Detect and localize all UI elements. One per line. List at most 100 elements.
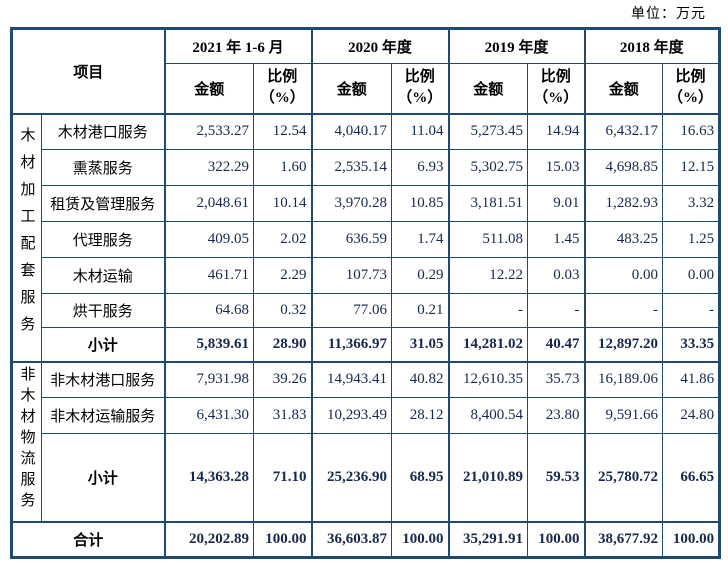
cell-ratio: 9.01 bbox=[527, 185, 586, 222]
cell-amount: 4,040.17 bbox=[310, 112, 393, 150]
header-row-periods: 项目 2021 年 1-6 月 2020 年度 2019 年度 2018 年度 bbox=[10, 28, 721, 114]
cell-ratio: 59.53 bbox=[527, 433, 586, 522]
cell-ratio: 31.83 bbox=[253, 397, 313, 434]
cell-amount: 5,839.61 bbox=[163, 327, 255, 362]
cell-ratio: 23.80 bbox=[527, 397, 586, 434]
cell-ratio: 0.21 bbox=[391, 293, 450, 328]
total-row: 合计 20,202.89 100.00 36,603.87 100.00 35,… bbox=[10, 520, 721, 558]
subtotal-row: 小计 5,839.61 28.90 11,366.97 31.05 14,281… bbox=[12, 327, 721, 362]
header-period-2020: 2020 年度 bbox=[310, 28, 450, 64]
cell-ratio: 1.74 bbox=[391, 221, 450, 258]
header-amount: 金额 bbox=[447, 63, 529, 114]
cell-amount: 1,282.93 bbox=[583, 185, 664, 222]
cell-amount: 25,780.72 bbox=[583, 433, 664, 522]
cell-ratio: 10.14 bbox=[253, 185, 313, 222]
cell-amount: 461.71 bbox=[163, 257, 255, 294]
cell-ratio: 0.29 bbox=[391, 257, 450, 294]
cell-amount: 107.73 bbox=[310, 257, 393, 294]
cell-ratio: 41.86 bbox=[662, 360, 721, 398]
cell-amount: 77.06 bbox=[310, 293, 393, 328]
cell-amount: 2,533.27 bbox=[163, 112, 255, 150]
cell-ratio: 39.26 bbox=[253, 360, 313, 398]
cell-ratio: 100.00 bbox=[253, 520, 313, 558]
cell-amount: 7,931.98 bbox=[163, 360, 255, 398]
cell-amount: - bbox=[447, 293, 529, 328]
cell-ratio: 71.10 bbox=[253, 433, 313, 522]
cell-ratio: - bbox=[662, 293, 721, 328]
cell-amount: 14,281.02 bbox=[447, 327, 529, 362]
cell-ratio: 16.63 bbox=[662, 112, 721, 150]
cell-ratio: 35.73 bbox=[527, 360, 586, 398]
table-row: 代理服务 409.05 2.02 636.59 1.74 511.08 1.45… bbox=[12, 221, 721, 258]
row-label: 租赁及管理服务 bbox=[40, 185, 166, 222]
cell-amount: 8,400.54 bbox=[447, 397, 529, 434]
cell-amount: 14,943.41 bbox=[310, 360, 393, 398]
cell-amount: 20,202.89 bbox=[163, 520, 255, 558]
row-label: 非木材运输服务 bbox=[40, 397, 166, 434]
cell-ratio: 2.29 bbox=[253, 257, 313, 294]
cell-amount: 322.29 bbox=[163, 149, 255, 186]
cell-ratio: 15.03 bbox=[527, 149, 586, 186]
cell-ratio: 0.00 bbox=[662, 257, 721, 294]
cell-amount: 16,189.06 bbox=[583, 360, 664, 398]
cell-amount: 0.00 bbox=[583, 257, 664, 294]
cell-ratio: 2.02 bbox=[253, 221, 313, 258]
unit-label: 单位：万元 bbox=[631, 7, 706, 22]
cell-amount: 35,291.91 bbox=[447, 520, 529, 558]
cell-amount: 12,610.35 bbox=[447, 360, 529, 398]
cell-ratio: 40.47 bbox=[527, 327, 586, 362]
header-period-2018: 2018 年度 bbox=[583, 28, 721, 64]
cell-amount: 14,363.28 bbox=[163, 433, 255, 522]
table-row: 租赁及管理服务 2,048.61 10.14 3,970.28 10.85 3,… bbox=[12, 185, 721, 222]
cell-amount: 4,698.85 bbox=[583, 149, 664, 186]
revenue-breakdown-table: 项目 2021 年 1-6 月 2020 年度 2019 年度 2018 年度 … bbox=[10, 27, 722, 559]
cell-amount: 21,010.89 bbox=[447, 433, 529, 522]
cell-amount: 25,236.90 bbox=[310, 433, 393, 522]
cell-ratio: 10.85 bbox=[391, 185, 450, 222]
cell-ratio: 33.35 bbox=[662, 327, 721, 362]
header-period-2021: 2021 年 1-6 月 bbox=[163, 28, 313, 64]
header-period-2019: 2019 年度 bbox=[447, 28, 586, 64]
cell-ratio: 1.25 bbox=[662, 221, 721, 258]
row-label: 木材港口服务 bbox=[40, 112, 166, 150]
cell-ratio: 100.00 bbox=[662, 520, 721, 558]
cell-amount: 6,431.30 bbox=[163, 397, 255, 434]
row-label: 烘干服务 bbox=[40, 293, 166, 328]
row-label-subtotal: 小计 bbox=[40, 327, 166, 362]
cell-amount: 11,366.97 bbox=[310, 327, 393, 362]
cell-amount: 38,677.92 bbox=[583, 520, 664, 558]
cell-amount: 409.05 bbox=[163, 221, 255, 258]
cell-ratio: 6.93 bbox=[391, 149, 450, 186]
subtotal-row: 小计 14,363.28 71.10 25,236.90 68.95 21,01… bbox=[12, 433, 721, 522]
cell-ratio: 14.94 bbox=[527, 112, 586, 150]
cell-amount: 511.08 bbox=[447, 221, 529, 258]
cell-ratio: 3.32 bbox=[662, 185, 721, 222]
table-row: 烘干服务 64.68 0.32 77.06 0.21 - - - - bbox=[12, 293, 721, 328]
header-ratio: 比例 （%） bbox=[391, 63, 450, 114]
header-amount: 金额 bbox=[583, 63, 664, 114]
cell-ratio: 31.05 bbox=[391, 327, 450, 362]
cell-ratio: 28.90 bbox=[253, 327, 313, 362]
cell-ratio: - bbox=[527, 293, 586, 328]
cell-ratio: 100.00 bbox=[527, 520, 586, 558]
group-label-non-wood-logistics: 非木材物流服务 bbox=[11, 360, 42, 522]
header-amount: 金额 bbox=[310, 63, 393, 114]
cell-amount: 636.59 bbox=[310, 221, 393, 258]
cell-ratio: 40.82 bbox=[391, 360, 450, 398]
cell-amount: 6,432.17 bbox=[583, 112, 664, 150]
header-ratio: 比例 （%） bbox=[527, 63, 586, 114]
cell-ratio: 12.15 bbox=[662, 149, 721, 186]
table-row: 非木材物流服务 非木材港口服务 7,931.98 39.26 14,943.41… bbox=[11, 360, 721, 522]
row-label-total: 合计 bbox=[10, 520, 166, 558]
cell-amount: 483.25 bbox=[583, 221, 664, 258]
group-label-wood-processing: 木材加工配套服务 bbox=[11, 112, 42, 362]
cell-amount: 36,603.87 bbox=[310, 520, 393, 558]
cell-ratio: 66.65 bbox=[662, 433, 721, 522]
row-label: 熏蒸服务 bbox=[40, 149, 166, 186]
cell-amount: 5,302.75 bbox=[447, 149, 529, 186]
cell-amount: 12,897.20 bbox=[583, 327, 664, 362]
cell-amount: 2,048.61 bbox=[163, 185, 255, 222]
cell-amount: 10,293.49 bbox=[310, 397, 393, 434]
cell-amount: 12.22 bbox=[447, 257, 529, 294]
cell-ratio: 24.80 bbox=[662, 397, 721, 434]
